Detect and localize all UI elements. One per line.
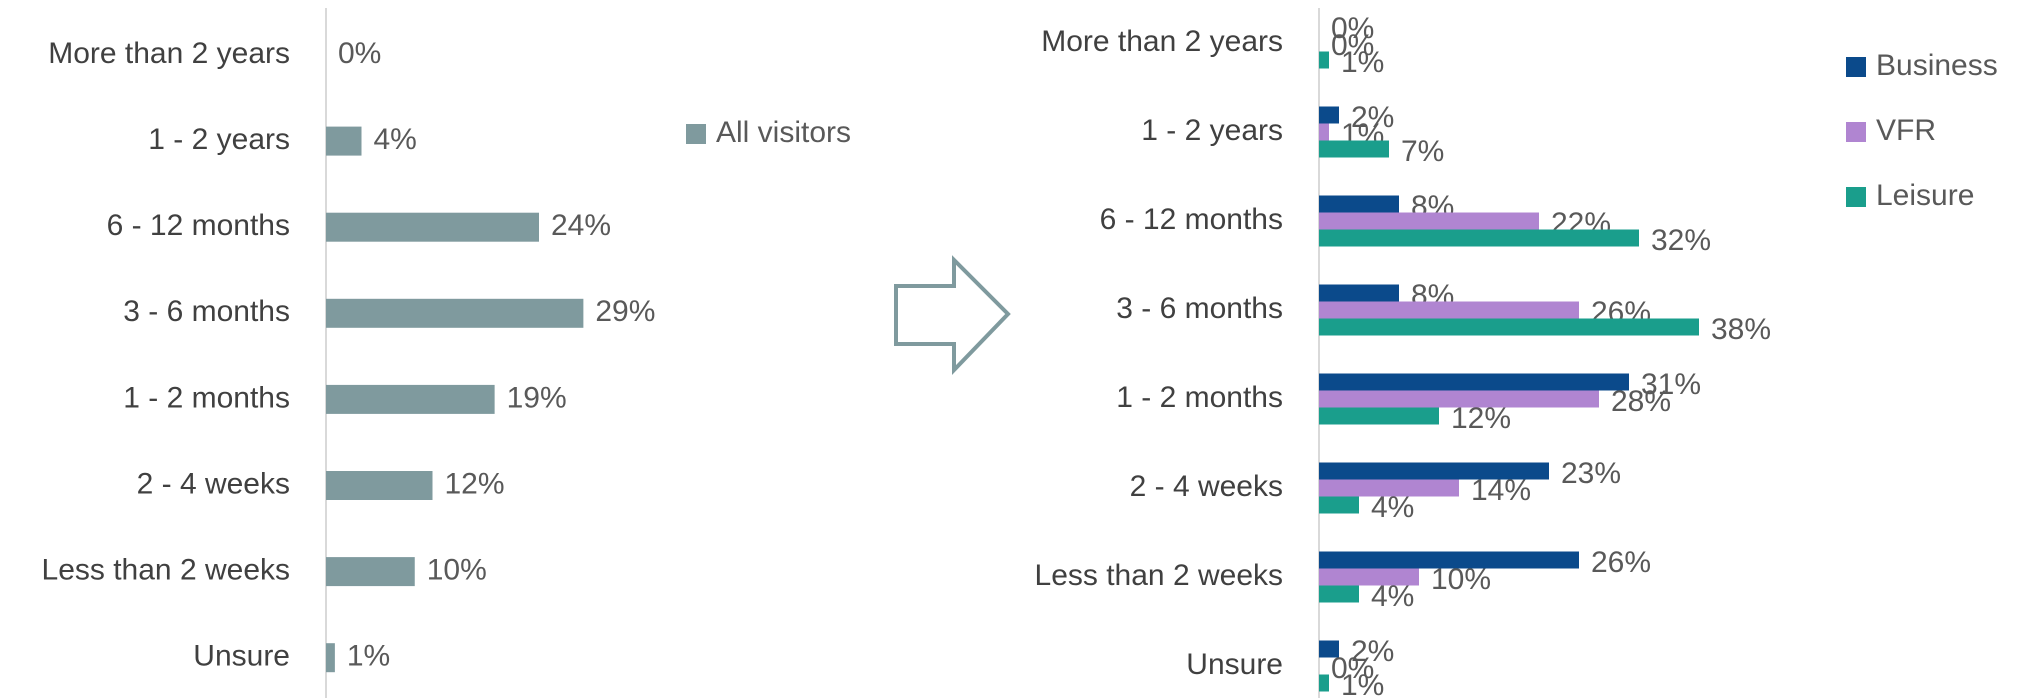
bar: [1319, 51, 1329, 69]
category-label: 6 - 12 months: [107, 209, 290, 242]
value-label: 10%: [1431, 563, 1491, 596]
value-label: 38%: [1711, 313, 1771, 346]
legend-swatch: [1846, 122, 1866, 142]
value-label: 10%: [427, 554, 487, 587]
bar: [326, 212, 539, 242]
bar: [1319, 479, 1459, 497]
legend-swatch: [1846, 187, 1866, 207]
category-label: Less than 2 weeks: [42, 554, 290, 587]
bar: [326, 471, 433, 500]
value-label: 23%: [1561, 457, 1621, 490]
value-label: 28%: [1611, 385, 1671, 418]
bar: [1319, 390, 1599, 408]
value-label: 7%: [1401, 135, 1444, 168]
category-label: 1 - 2 years: [1141, 114, 1283, 147]
category-label: 3 - 6 months: [123, 295, 290, 328]
bar: [326, 298, 584, 328]
value-label: 29%: [595, 295, 655, 328]
bar: [1319, 407, 1439, 425]
value-label: 1%: [1341, 669, 1384, 698]
bar: [326, 643, 335, 673]
legend-swatch: [686, 124, 706, 144]
bar: [1319, 640, 1339, 658]
category-label: Unsure: [193, 640, 290, 673]
bar: [1319, 284, 1399, 302]
value-label: 1%: [1341, 46, 1384, 79]
bar: [1319, 568, 1419, 586]
category-label: 1 - 2 years: [148, 123, 290, 156]
category-label: More than 2 years: [48, 37, 290, 70]
category-label: 1 - 2 months: [123, 381, 290, 414]
bar: [1319, 195, 1399, 213]
category-label: 1 - 2 months: [1116, 381, 1283, 414]
category-label: 6 - 12 months: [1100, 203, 1283, 236]
value-label: 32%: [1651, 224, 1711, 257]
category-label: 3 - 6 months: [1116, 292, 1283, 325]
category-label: 2 - 4 weeks: [1130, 470, 1283, 503]
value-label: 0%: [1331, 29, 1374, 62]
bar: [326, 126, 362, 156]
value-label: 2%: [1351, 101, 1394, 134]
category-label: Less than 2 weeks: [1035, 559, 1283, 592]
legend-label: All visitors: [716, 116, 851, 149]
value-label: 0%: [338, 37, 381, 70]
category-label: 2 - 4 weeks: [137, 467, 290, 500]
bar: [1319, 462, 1549, 480]
category-label: Unsure: [1186, 648, 1283, 681]
bar: [1319, 123, 1329, 141]
bar: [1319, 106, 1339, 124]
value-label: 31%: [1641, 368, 1701, 401]
value-label: 4%: [1371, 580, 1414, 613]
bar: [1319, 674, 1329, 692]
bar: [1319, 551, 1579, 569]
value-label: 2%: [1351, 635, 1394, 668]
value-label: 24%: [551, 209, 611, 242]
legend-label: Business: [1876, 49, 1998, 82]
arrow: [894, 255, 1011, 375]
bar: [1319, 212, 1539, 230]
legend-swatch: [1846, 57, 1866, 77]
legend-label: VFR: [1876, 114, 1936, 147]
value-label: 12%: [445, 467, 505, 500]
bar: [1319, 229, 1639, 247]
value-label: 0%: [1331, 652, 1374, 685]
value-label: 19%: [507, 381, 567, 414]
value-label: 12%: [1451, 402, 1511, 435]
value-label: 1%: [347, 640, 390, 673]
bar: [1319, 318, 1699, 336]
bar: [326, 557, 415, 587]
bar: [326, 384, 495, 414]
bar: [1319, 301, 1579, 319]
bar: [1319, 140, 1389, 158]
legend-label: Leisure: [1876, 179, 1974, 212]
bar: [1319, 496, 1359, 514]
bar: [1319, 585, 1359, 603]
value-label: 4%: [374, 123, 417, 156]
value-label: 26%: [1591, 546, 1651, 579]
value-label: 4%: [1371, 491, 1414, 524]
bar: [1319, 373, 1629, 391]
value-label: 14%: [1471, 474, 1531, 507]
value-label: 0%: [1331, 12, 1374, 45]
category-label: More than 2 years: [1041, 25, 1283, 58]
